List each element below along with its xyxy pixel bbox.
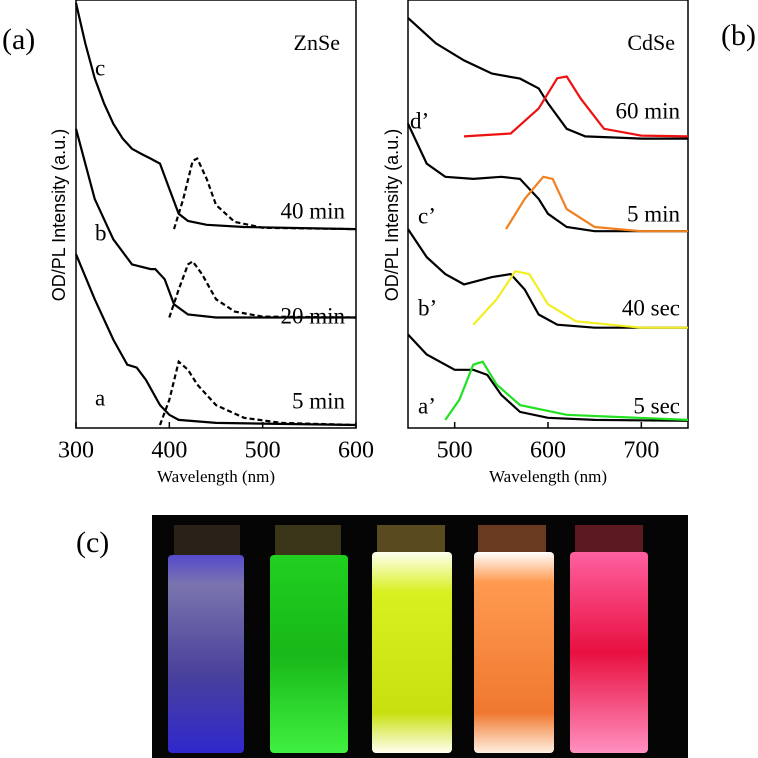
panel-label: (c) <box>76 526 109 559</box>
x-tick-label: 600 <box>530 438 566 464</box>
x-tick-label: 500 <box>245 438 281 464</box>
curve-label: 60 min <box>615 98 680 123</box>
curve-label: 40 sec <box>622 295 680 320</box>
curve-label: b’ <box>418 295 437 320</box>
x-tick-label: 400 <box>151 438 187 464</box>
curve-label: 40 min <box>280 198 345 223</box>
x-tick-label: 600 <box>338 438 374 464</box>
curve-label: 5 min <box>292 388 346 413</box>
x-axis-label: Wavelength (nm) <box>489 467 607 486</box>
curve-label: a <box>95 385 105 410</box>
curve-label: 5 min <box>627 201 681 226</box>
curve-label: 5 sec <box>633 393 680 418</box>
x-tick-label: 500 <box>437 438 473 464</box>
photo <box>152 515 688 758</box>
panel-label: (b) <box>721 19 756 52</box>
x-tick-label: 300 <box>58 438 94 464</box>
panel-label: (a) <box>2 23 35 56</box>
y-axis-label: OD/PL Intensity (a.u.) <box>382 129 402 301</box>
curve-label: c <box>95 55 105 80</box>
chart-title: ZnSe <box>294 30 340 55</box>
figure: (a) (b) (c) 300 400 500 600 Wavelength (nm) O… <box>0 0 758 758</box>
curve-label: 20 min <box>280 303 345 328</box>
curve-label: b <box>95 220 107 245</box>
curve-label: a’ <box>418 393 436 418</box>
y-axis-label: OD/PL Intensity (a.u.) <box>49 129 69 301</box>
curve-label: c’ <box>418 203 436 228</box>
chart-title: CdSe <box>627 30 675 55</box>
x-tick-label: 700 <box>623 438 659 464</box>
curve-label: d’ <box>410 108 429 133</box>
x-axis-label: Wavelength (nm) <box>157 467 275 486</box>
